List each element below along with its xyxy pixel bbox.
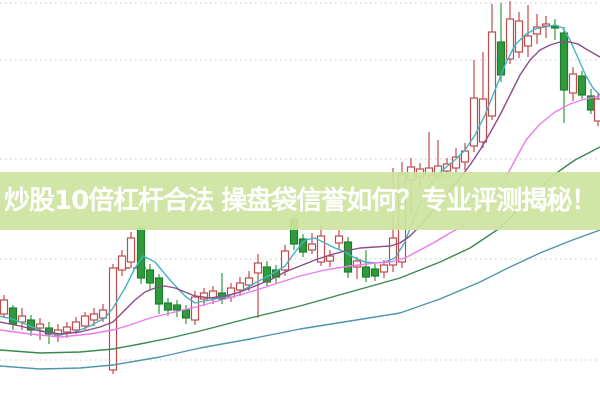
candle-body-up: [80, 315, 90, 327]
candle-body-down: [343, 241, 353, 273]
candle-body-up: [505, 18, 515, 60]
candle-body-down: [154, 277, 164, 305]
candle-body-up: [307, 243, 317, 251]
candle-body-up: [514, 20, 524, 53]
candle-body-up: [126, 237, 136, 263]
candle-body-up: [62, 326, 72, 333]
candle-body-up: [388, 237, 398, 266]
candle-body-down: [136, 227, 146, 279]
candle-body-down: [181, 309, 191, 319]
candle-body-up: [568, 73, 578, 94]
candle-body-down: [577, 75, 587, 96]
candle-body-up: [244, 277, 254, 286]
candle-body-up: [89, 313, 99, 321]
candle-body-down: [298, 238, 308, 253]
candle-body-up: [35, 323, 45, 329]
candle-body-up: [325, 255, 335, 262]
candle-body-up: [17, 315, 27, 323]
ma-slowest-teal-line: [0, 229, 600, 370]
candle-body-up: [487, 31, 497, 117]
candle-body-down: [559, 32, 569, 91]
candle-body-down: [145, 269, 155, 284]
ad-overlay-banner: 炒股10倍杠杆合法 操盘袋信誉如何？专业评测揭秘！: [0, 172, 600, 230]
candle-body-up: [98, 309, 108, 319]
ma-fast-cyan-line: [0, 24, 600, 336]
ma-mid-pink-line: [0, 95, 600, 338]
candle-body-down: [44, 327, 54, 335]
candle-body-up: [253, 262, 263, 274]
ma-mid-purple-line: [0, 41, 600, 335]
candle-body-up: [334, 235, 344, 244]
candle-body-up: [235, 282, 245, 291]
candle-body-down: [370, 268, 380, 277]
candle-body-up: [71, 321, 81, 331]
candle-body-up: [593, 98, 600, 122]
candle-body-down: [163, 302, 173, 311]
candle-body-up: [541, 23, 551, 27]
candle-body-up: [117, 255, 127, 271]
candle-body-up: [352, 260, 362, 268]
candle-body-up: [379, 264, 389, 273]
candle-body-up: [0, 299, 9, 315]
ad-banner-text: 炒股10倍杠杆合法 操盘袋信誉如何？专业评测揭秘！: [4, 186, 597, 216]
candle-body-up: [442, 163, 452, 172]
candle-body-up: [316, 235, 326, 263]
candle-body-down: [361, 266, 371, 278]
candle-body-up: [469, 97, 479, 147]
candle-body-up: [523, 35, 533, 47]
candle-body-down: [8, 307, 18, 325]
candle-body-down: [172, 304, 182, 311]
candle-body-up: [460, 150, 470, 163]
candle-body-up: [199, 292, 209, 300]
